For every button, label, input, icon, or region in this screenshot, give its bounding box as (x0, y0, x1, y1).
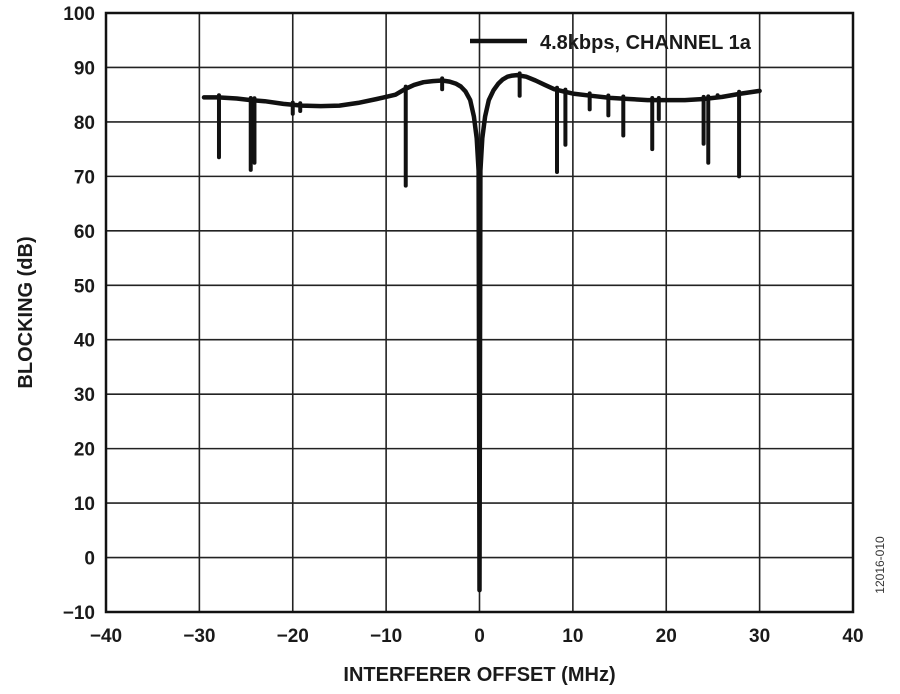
series-line-0 (201, 72, 762, 593)
x-tick-label: −40 (90, 626, 122, 647)
y-tick-label: 60 (74, 222, 95, 243)
x-tick-label: 40 (842, 626, 863, 647)
x-tick-label: −30 (183, 626, 215, 647)
x-axis-title: INTERFERER OFFSET (MHz) (343, 664, 615, 686)
y-tick-label: 10 (74, 494, 95, 515)
series-layer (201, 71, 762, 593)
y-tick-labels: −10 0 10 20 30 40 50 60 70 80 90 100 (63, 4, 95, 624)
x-tick-label: −20 (277, 626, 309, 647)
x-tick-label: 30 (749, 626, 770, 647)
y-tick-label: 20 (74, 440, 95, 461)
x-tick-label: 10 (562, 626, 583, 647)
plot-frame (104, 11, 855, 614)
y-tick-label: 30 (74, 385, 95, 406)
y-axis-title: BLOCKING (dB) (15, 236, 37, 388)
figure-id: 12016-010 (873, 536, 887, 594)
y-tick-label: 40 (74, 331, 95, 352)
x-tick-label: 20 (656, 626, 677, 647)
y-tick-label: 100 (63, 4, 95, 25)
legend: 4.8kbps, CHANNEL 1a (470, 32, 752, 54)
y-tick-label: −10 (63, 603, 95, 624)
y-tick-label: 80 (74, 113, 95, 134)
legend-label: 4.8kbps, CHANNEL 1a (540, 32, 752, 54)
y-tick-label: 50 (74, 276, 95, 297)
x-tick-label: 0 (474, 626, 485, 647)
y-tick-label: 70 (74, 167, 95, 188)
x-tick-label: −10 (370, 626, 402, 647)
y-tick-label: 90 (74, 58, 95, 79)
x-tick-labels: −40 −30 −20 −10 0 10 20 30 40 (90, 626, 864, 647)
y-tick-label: 0 (84, 549, 95, 570)
